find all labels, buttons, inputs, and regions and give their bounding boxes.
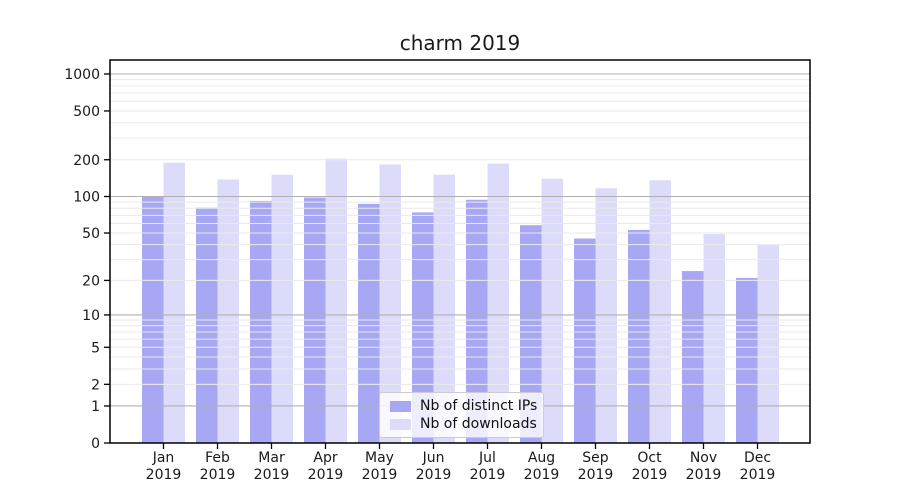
bar (574, 238, 596, 443)
y-tick-label: 1000 (64, 67, 100, 83)
x-tick-label: Sep 2019 (578, 450, 614, 483)
y-tick-label: 5 (91, 340, 100, 356)
legend-entry-downloads: Nb of downloads (390, 416, 537, 432)
bar (628, 229, 650, 443)
legend-entry-distinct-ips: Nb of distinct IPs (390, 398, 537, 414)
plot-frame (109, 59, 811, 444)
y-tick-label: 100 (73, 190, 100, 206)
x-tick-label: Mar 2019 (254, 450, 290, 483)
x-tick-label: Jun 2019 (416, 450, 452, 483)
bar (412, 212, 434, 443)
bar (271, 174, 293, 444)
bar (595, 188, 617, 443)
bar (736, 277, 758, 443)
chart-title: charm 2019 (399, 31, 521, 55)
y-tick-label: 10 (82, 308, 100, 324)
legend-swatch-downloads-icon (390, 418, 411, 430)
series-0 (142, 196, 758, 443)
legend-swatch-distinct-ips-icon (390, 400, 411, 412)
y-tick-label: 50 (82, 226, 100, 242)
x-tick-label: Jul 2019 (470, 450, 506, 483)
legend-label-downloads: Nb of downloads (420, 416, 537, 432)
x-tick-label: Oct 2019 (632, 450, 668, 483)
bars-layer (142, 158, 779, 444)
y-tick-label: 0 (91, 436, 100, 452)
legend: Nb of distinct IPs Nb of downloads (379, 392, 544, 438)
x-tick-label: Jan 2019 (146, 450, 182, 483)
bar (217, 179, 239, 443)
x-tick-label: May 2019 (362, 450, 398, 483)
bar (250, 200, 272, 443)
y-tick-label: 500 (73, 104, 100, 120)
x-tick-label: Apr 2019 (308, 450, 344, 483)
y-tick-label: 20 (82, 273, 100, 289)
legend-label-distinct-ips: Nb of distinct IPs (420, 398, 538, 414)
bar (520, 225, 542, 443)
y-tick-label: 1 (91, 399, 100, 415)
y-tick-label: 2 (91, 377, 100, 393)
bar (325, 158, 347, 443)
bar (163, 162, 185, 443)
x-axis: Jan 2019 Feb 2019 Mar 2019 Apr 2019 May 2019 Jun 20… (146, 443, 776, 483)
x-tick-label: Aug 2019 (524, 450, 560, 483)
x-tick-label: Nov 2019 (686, 450, 722, 483)
y-tick-label: 200 (73, 153, 100, 169)
y-axis: 0 1 2 5 10 20 50 100 200 500 1000 (64, 67, 110, 452)
x-tick-label: Feb 2019 (200, 450, 236, 483)
bar (358, 203, 380, 443)
bar (466, 199, 488, 443)
grid-layer (110, 73, 810, 407)
bar (703, 234, 725, 443)
x-tick-label: Dec 2019 (740, 450, 776, 483)
bar (649, 180, 671, 443)
bar (433, 174, 455, 444)
bar (541, 178, 563, 443)
bar (379, 164, 401, 443)
bar (757, 244, 779, 443)
